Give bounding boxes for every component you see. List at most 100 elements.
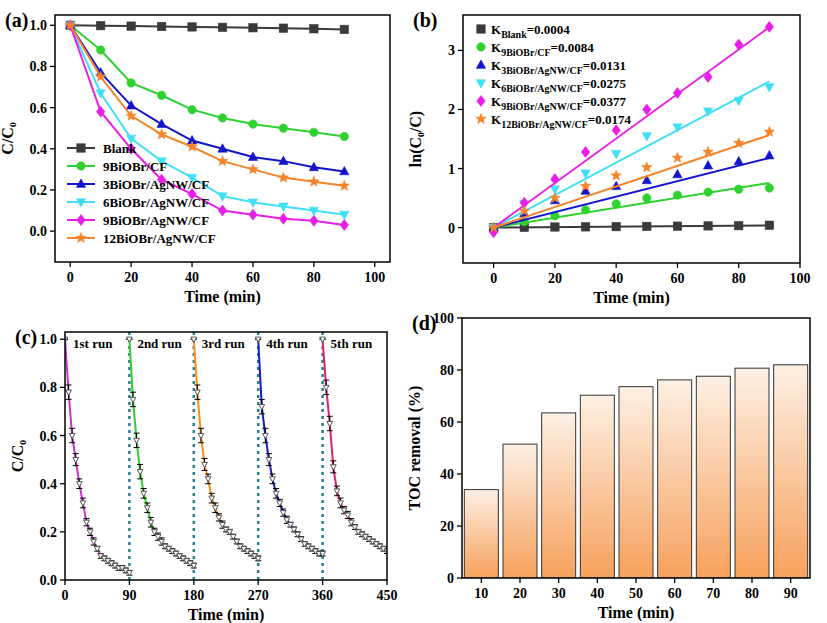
error-bar-cap: [330, 460, 336, 461]
error-bar: [255, 556, 261, 561]
legend-marker: [77, 144, 85, 152]
data-point: [320, 337, 326, 342]
data-point: [764, 126, 774, 136]
panel: (d)020406080100102030405060708090Time (m…: [406, 311, 810, 622]
data-point: [188, 23, 196, 31]
legend-marker: [477, 96, 485, 107]
data-point: [310, 128, 318, 136]
error-bar-cap: [148, 527, 154, 528]
error-bar-cap: [76, 478, 82, 479]
error-bar-cap: [69, 428, 75, 429]
plot-frame: [65, 332, 387, 580]
y-tick-label: 3: [448, 43, 455, 58]
error-bar: [87, 528, 93, 535]
error-bar: [73, 454, 79, 466]
x-tick-label: 0: [62, 588, 69, 603]
legend-text-sub: 3BiOBr/AgNW/CF: [501, 65, 583, 76]
legend-marker: [77, 215, 85, 226]
data-point: [202, 462, 208, 467]
error-bar: [76, 479, 82, 489]
series-line: [65, 339, 129, 573]
y-axis-title: C/C₀: [0, 122, 16, 155]
error-bar: [212, 503, 218, 513]
y-tick-label: 0.8: [40, 380, 58, 395]
data-point: [263, 433, 269, 438]
data-point: [95, 71, 105, 81]
error-bar-cap: [151, 528, 157, 529]
data-point: [581, 223, 589, 231]
legend-label: Blank: [103, 141, 137, 156]
x-tick-label: 0: [490, 271, 497, 286]
x-tick-label: 360: [312, 588, 333, 603]
data-point: [704, 222, 712, 230]
data-point: [279, 213, 287, 224]
series-line: [258, 339, 322, 553]
legend-label: K6BiOBr/AgNW/CF=0.0275: [491, 76, 626, 94]
data-point: [137, 470, 143, 475]
y-tick-label: 1.0: [40, 332, 58, 347]
data-point: [218, 114, 226, 122]
error-bar: [287, 522, 293, 527]
error-bar-cap: [337, 498, 343, 499]
error-bar-cap: [273, 498, 279, 499]
data-point: [249, 24, 257, 32]
error-bar-cap: [280, 508, 286, 509]
data-point: [141, 491, 147, 496]
data-point: [551, 174, 559, 185]
data-point: [191, 563, 197, 568]
x-tick-label: 60: [246, 270, 260, 285]
error-bar: [227, 529, 233, 534]
plot-frame: [463, 15, 800, 263]
x-axis-title: Time (min): [188, 606, 265, 623]
annotation: 1st run: [73, 336, 113, 351]
series-line: [70, 25, 344, 136]
error-bar-cap: [202, 470, 208, 471]
data-point: [191, 337, 197, 342]
data-point: [156, 129, 166, 139]
error-bar: [137, 464, 143, 478]
error-bar: [295, 532, 301, 537]
data-point: [127, 22, 135, 30]
data-point: [66, 390, 72, 395]
error-bar: [234, 539, 240, 544]
x-tick-label: 40: [609, 271, 623, 286]
x-tick-label: 450: [377, 588, 398, 603]
data-point: [643, 104, 651, 115]
data-point: [703, 161, 712, 169]
error-bar: [66, 385, 72, 399]
error-bar: [69, 428, 75, 442]
data-point: [581, 206, 589, 214]
y-axis-title: ln(C₀/C): [407, 111, 425, 167]
error-bar-cap: [330, 472, 336, 473]
error-bar-cap: [80, 498, 86, 499]
data-point: [672, 152, 682, 162]
fit-line: [494, 27, 770, 227]
error-bar: [323, 380, 329, 394]
data-point: [310, 215, 318, 226]
x-tick-label: 50: [629, 586, 643, 601]
legend-text-part: =0.0084: [551, 40, 595, 55]
fit-line: [494, 158, 770, 228]
y-tick-label: 0.2: [30, 183, 48, 198]
data-point: [280, 511, 286, 516]
bar: [464, 490, 498, 578]
error-bar-cap: [194, 399, 200, 400]
y-tick-label: 60: [440, 415, 454, 430]
y-tick-label: 2: [448, 102, 455, 117]
data-point: [270, 477, 276, 482]
x-tick-label: 80: [307, 270, 321, 285]
legend-label: K3BiOBr/AgNW/CF=0.0131: [491, 58, 626, 76]
data-point: [91, 539, 97, 544]
error-bar-cap: [216, 513, 222, 514]
annotation: 3rd run: [202, 336, 246, 351]
data-point: [734, 97, 743, 105]
x-tick-label: 60: [670, 271, 684, 286]
data-point: [248, 152, 257, 160]
data-point: [309, 176, 319, 186]
data-point: [96, 106, 104, 117]
legend-marker: [77, 162, 85, 170]
data-point: [127, 79, 135, 87]
error-bar-cap: [327, 430, 333, 431]
data-point: [611, 170, 621, 180]
error-bar-cap: [277, 499, 283, 500]
